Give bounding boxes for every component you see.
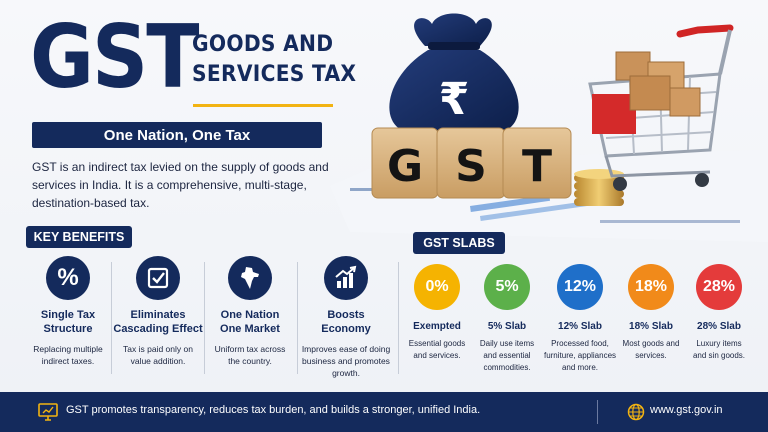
- slab-text: Essential goods: [408, 339, 466, 348]
- motto-banner: One Nation, One Tax: [32, 122, 322, 148]
- slab-item: 12% 12% Slab Processed food, furniture, …: [538, 264, 622, 374]
- slab-name: 18% Slab: [629, 321, 673, 332]
- block-letter-s: S: [455, 141, 487, 192]
- monitor-icon: [38, 403, 58, 421]
- slab-text: and sin goods.: [692, 351, 746, 360]
- checkbox-icon: [136, 256, 180, 300]
- benefit-single-tax: % Single Tax Structure Replacing multipl…: [23, 256, 113, 367]
- india-map-icon: [228, 256, 272, 300]
- slab-name: 5% Slab: [487, 321, 527, 332]
- slab-name: 12% Slab: [558, 321, 602, 332]
- benefit-text: value addition.: [130, 356, 186, 366]
- slab-name: Exempted: [413, 321, 461, 332]
- slab-text: and essential: [483, 351, 531, 360]
- benefit-title: Cascading Effect: [113, 323, 203, 335]
- block-letter-g: G: [387, 141, 423, 192]
- divider: [297, 262, 298, 374]
- benefit-text: indirect taxes.: [41, 356, 95, 366]
- slab-rate-badge: 0%: [414, 264, 460, 310]
- slab-rate-badge: 28%: [696, 264, 742, 310]
- divider: [398, 262, 399, 374]
- website-link[interactable]: www.gst.gov.in: [650, 404, 723, 416]
- footer-bar: GST promotes transparency, reduces tax b…: [0, 392, 768, 432]
- key-benefits-heading: KEY BENEFITS: [26, 226, 132, 248]
- benefit-title: Eliminates: [130, 309, 186, 321]
- globe-icon: [627, 403, 645, 421]
- gst-logo-text: GST: [30, 7, 199, 109]
- slab-item: 28% 28% Slab Luxury items and sin goods.: [680, 264, 758, 362]
- divider: [111, 262, 112, 374]
- benefit-title: One Nation: [220, 309, 280, 321]
- subtitle-line-1: GOODS AND: [192, 32, 334, 57]
- block-letter-t: T: [522, 141, 552, 192]
- benefit-boosts-economy: Boosts Economy Improves ease of doing bu…: [299, 256, 393, 379]
- shopping-cart-icon: [588, 24, 734, 191]
- benefit-cascading: Eliminates Cascading Effect Tax is paid …: [113, 256, 203, 367]
- slab-text: commodities.: [483, 363, 531, 372]
- benefit-title: Economy: [321, 323, 371, 335]
- benefit-text: growth.: [332, 368, 360, 378]
- slab-text: Processed food,: [551, 339, 609, 348]
- benefit-text: the country.: [228, 356, 272, 366]
- benefit-title: Structure: [43, 323, 93, 335]
- slab-item: 0% Exempted Essential goods and services…: [398, 264, 476, 362]
- benefit-title: Single Tax: [40, 309, 96, 321]
- slab-name: 28% Slab: [697, 321, 741, 332]
- footer-message: GST promotes transparency, reduces tax b…: [66, 404, 481, 416]
- benefit-text: Uniform tax across: [214, 344, 286, 354]
- money-bag-icon: ₹: [389, 13, 519, 132]
- benefit-title: Boosts: [327, 309, 365, 321]
- benefit-text: Improves ease of doing: [301, 344, 391, 354]
- slab-text: and services.: [413, 351, 461, 360]
- rupee-symbol: ₹: [439, 74, 470, 125]
- slab-text: Most goods and: [622, 339, 680, 348]
- benefit-text: Replacing multiple: [33, 344, 103, 354]
- divider: [204, 262, 205, 374]
- slab-text: and more.: [561, 363, 599, 372]
- subtitle-line-2: SERVICES TAX: [192, 62, 357, 87]
- gold-underline: [193, 104, 333, 107]
- slab-rate-badge: 18%: [628, 264, 674, 310]
- gst-illustration: ₹ G S T: [330, 13, 768, 242]
- gst-slabs-heading: GST SLABS: [413, 232, 505, 254]
- slab-text: Luxury items: [696, 339, 742, 348]
- percent-icon: %: [46, 256, 90, 300]
- subtitle: GOODS AND SERVICES TAX: [192, 30, 356, 90]
- slab-item: 5% 5% Slab Daily use items and essential…: [468, 264, 546, 374]
- gst-wooden-blocks: G S T: [371, 127, 572, 199]
- benefit-text: Tax is paid only on: [123, 344, 193, 354]
- slab-rate-badge: 5%: [484, 264, 530, 310]
- slab-item: 18% 18% Slab Most goods and services.: [612, 264, 690, 362]
- slab-text: Daily use items: [479, 339, 535, 348]
- benefit-title: One Market: [220, 323, 280, 335]
- slab-rate-badge: 12%: [557, 264, 603, 310]
- slab-text: furniture, appliances: [543, 351, 617, 360]
- growth-chart-icon: [324, 256, 368, 300]
- description: GST is an indirect tax levied on the sup…: [32, 160, 329, 210]
- benefit-text: business and promotes: [302, 356, 390, 366]
- benefit-one-market: One Nation One Market Uniform tax across…: [205, 256, 295, 367]
- slab-text: services.: [635, 351, 667, 360]
- footer-divider: [597, 400, 598, 424]
